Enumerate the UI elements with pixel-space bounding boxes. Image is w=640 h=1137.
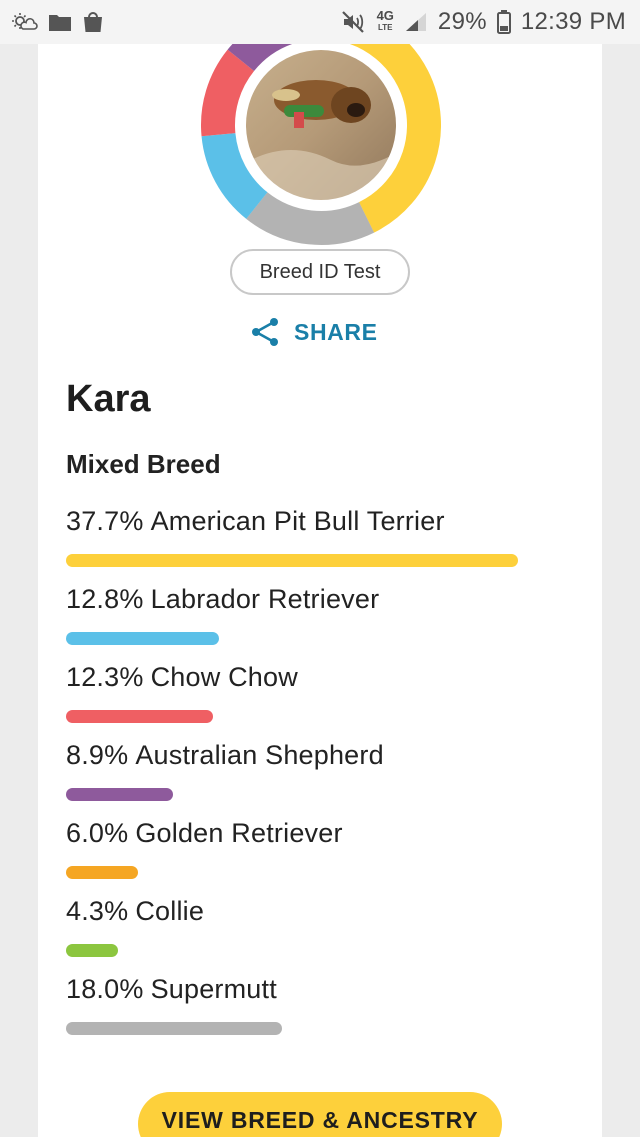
network-label: 4G bbox=[376, 8, 394, 23]
breed-name: Supermutt bbox=[150, 974, 277, 1004]
dog-name: Kara bbox=[66, 378, 151, 420]
breed-name: Golden Retriever bbox=[135, 818, 343, 848]
breed-list: 37.7% American Pit Bull Terrier 12.8% Labra… bbox=[66, 504, 586, 1050]
donut-segment bbox=[201, 44, 441, 245]
shopping-bag-icon bbox=[82, 10, 104, 34]
breed-percent: 37.7% bbox=[66, 506, 144, 536]
breed-row: 12.8% Labrador Retriever bbox=[66, 582, 586, 660]
breed-bar bbox=[66, 710, 213, 723]
breed-percent: 8.9% bbox=[66, 740, 129, 770]
breed-row: 6.0% Golden Retriever bbox=[66, 816, 586, 894]
breed-percent: 12.3% bbox=[66, 662, 144, 692]
breed-bar bbox=[66, 632, 219, 645]
status-bar-left bbox=[10, 10, 104, 34]
breed-bar bbox=[66, 1022, 282, 1035]
weather-icon bbox=[10, 12, 38, 32]
status-bar: 4G LTE 29% 12:39 PM bbox=[0, 0, 640, 44]
breed-bar bbox=[66, 866, 138, 879]
breed-name: American Pit Bull Terrier bbox=[150, 506, 445, 536]
breed-percent: 6.0% bbox=[66, 818, 129, 848]
donut-segment bbox=[201, 44, 441, 245]
breed-bar bbox=[66, 944, 118, 957]
breed-row: 18.0% Supermutt bbox=[66, 972, 586, 1050]
clock: 12:39 PM bbox=[520, 8, 626, 35]
share-button[interactable]: SHARE bbox=[250, 314, 378, 350]
breed-name: Chow Chow bbox=[150, 662, 298, 692]
donut-svg bbox=[201, 44, 441, 246]
breed-percent: 12.8% bbox=[66, 584, 144, 614]
breed-bar bbox=[66, 788, 173, 801]
test-type-badge: Breed ID Test bbox=[230, 249, 410, 295]
breed-row: 8.9% Australian Shepherd bbox=[66, 738, 586, 816]
share-icon bbox=[250, 317, 280, 347]
network-sub-label: LTE bbox=[377, 23, 393, 32]
breed-result-card: Breed ID Test SHARE Kara Mixed Breed 37.… bbox=[38, 44, 602, 1137]
breed-label: 4.3% Collie bbox=[66, 894, 586, 928]
breed-bar bbox=[66, 554, 518, 567]
breed-row: 4.3% Collie bbox=[66, 894, 586, 972]
mute-icon bbox=[341, 10, 367, 34]
breed-name: Australian Shepherd bbox=[135, 740, 384, 770]
donut-segment bbox=[201, 44, 441, 245]
breed-row: 12.3% Chow Chow bbox=[66, 660, 586, 738]
battery-percent: 29% bbox=[437, 8, 487, 35]
status-bar-right: 4G LTE 29% 12:39 PM bbox=[341, 8, 626, 36]
network-indicator: 4G LTE bbox=[376, 8, 394, 34]
breed-label: 12.3% Chow Chow bbox=[66, 660, 586, 694]
share-label: SHARE bbox=[294, 318, 378, 345]
breed-type: Mixed Breed bbox=[66, 449, 221, 479]
breed-label: 6.0% Golden Retriever bbox=[66, 816, 586, 850]
breed-percent: 4.3% bbox=[66, 896, 129, 926]
breed-label: 8.9% Australian Shepherd bbox=[66, 738, 586, 772]
breed-label: 18.0% Supermutt bbox=[66, 972, 586, 1006]
folder-icon bbox=[48, 12, 72, 32]
breed-row: 37.7% American Pit Bull Terrier bbox=[66, 504, 586, 582]
signal-icon bbox=[404, 11, 428, 33]
donut-segment bbox=[201, 44, 441, 245]
breed-percent: 18.0% bbox=[66, 974, 144, 1004]
breed-donut-chart bbox=[196, 44, 446, 250]
view-breed-ancestry-button[interactable]: VIEW BREED & ANCESTRY bbox=[138, 1092, 502, 1137]
breed-name: Labrador Retriever bbox=[150, 584, 380, 614]
breed-label: 37.7% American Pit Bull Terrier bbox=[66, 504, 586, 538]
donut-segment bbox=[201, 44, 441, 245]
dog-photo bbox=[244, 48, 398, 202]
breed-name: Collie bbox=[135, 896, 205, 926]
breed-label: 12.8% Labrador Retriever bbox=[66, 582, 586, 616]
battery-icon bbox=[496, 10, 511, 34]
